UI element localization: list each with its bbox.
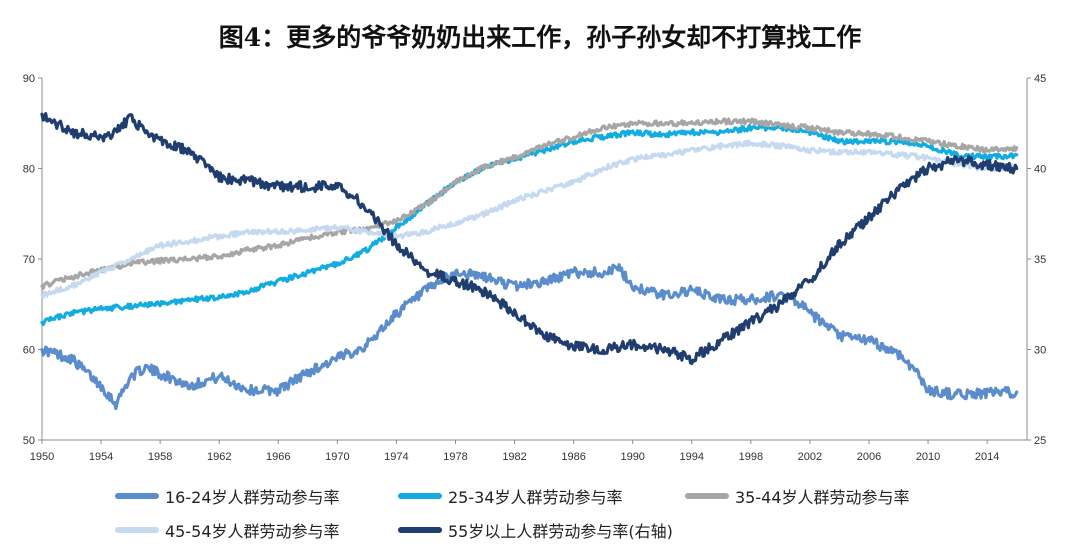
- x-tick-label: 1954: [89, 451, 113, 463]
- x-tick-label: 1982: [502, 451, 526, 463]
- series-line-5: [40, 112, 1019, 365]
- x-tick-label: 1998: [739, 451, 763, 463]
- y-left-tick-label: 70: [23, 254, 35, 266]
- chart-title: 图4：更多的爷爷奶奶出来工作，孙子孙女却不打算找工作: [218, 23, 862, 52]
- y-right-tick-label: 40: [1034, 164, 1046, 176]
- y-left-tick-label: 50: [23, 435, 35, 447]
- x-tick-label: 1958: [148, 451, 172, 463]
- x-tick-label: 1970: [325, 451, 349, 463]
- legend-item-35-44: 35-44岁人群劳动参与率: [685, 484, 910, 508]
- x-tick-label: 1950: [30, 451, 54, 463]
- x-tick-label: 2002: [798, 451, 822, 463]
- legend-label-25-34: 25-34岁人群劳动参与率: [448, 488, 623, 507]
- x-tick-label: 1990: [620, 451, 644, 463]
- x-tick-label: 1986: [561, 451, 585, 463]
- series-line-1: [40, 263, 1019, 411]
- legend-item-55-plus: 55岁以上人群劳动参与率(右轴): [398, 518, 673, 542]
- series-line-4: [40, 139, 1019, 299]
- x-tick-label: 1994: [680, 451, 704, 463]
- x-tick-label: 1978: [443, 451, 467, 463]
- y-left-tick-label: 80: [23, 164, 35, 176]
- x-tick-label: 2010: [916, 451, 940, 463]
- y-right-tick-label: 25: [1034, 435, 1046, 447]
- legend-swatch-45-54: [115, 527, 159, 533]
- x-tick-label: 2014: [975, 451, 999, 463]
- legend-item-16-24: 16-24岁人群劳动参与率: [115, 484, 340, 508]
- legend-swatch-35-44: [685, 493, 729, 499]
- legend-swatch-16-24: [115, 493, 159, 499]
- y-right-tick-label: 45: [1034, 73, 1046, 85]
- series-layer: [40, 112, 1019, 411]
- x-tick-label: 1966: [266, 451, 290, 463]
- legend-swatch-25-34: [398, 493, 442, 499]
- x-tick-label: 1974: [384, 451, 408, 463]
- legend-label-55-plus: 55岁以上人群劳动参与率(右轴): [448, 522, 673, 541]
- legend-swatch-55-plus: [398, 527, 442, 533]
- series-line-2: [40, 123, 1019, 327]
- x-tick-label: 1962: [207, 451, 231, 463]
- legend-label-35-44: 35-44岁人群劳动参与率: [735, 488, 910, 507]
- series-line-3: [40, 117, 1019, 290]
- y-right-tick-label: 30: [1034, 345, 1046, 357]
- legend-item-25-34: 25-34岁人群劳动参与率: [398, 484, 623, 508]
- axes: 50 60 70 80 90 25 30 35 40 45 1950 1954 1958 1962 1966…: [23, 73, 1047, 463]
- legend-label-16-24: 16-24岁人群劳动参与率: [165, 488, 340, 507]
- x-tick-label: 2006: [857, 451, 881, 463]
- y-left-tick-label: 60: [23, 345, 35, 357]
- y-left-tick-label: 90: [23, 73, 35, 85]
- legend-item-45-54: 45-54岁人群劳动参与率: [115, 518, 340, 542]
- y-right-tick-label: 35: [1034, 254, 1046, 266]
- legend-label-45-54: 45-54岁人群劳动参与率: [165, 522, 340, 541]
